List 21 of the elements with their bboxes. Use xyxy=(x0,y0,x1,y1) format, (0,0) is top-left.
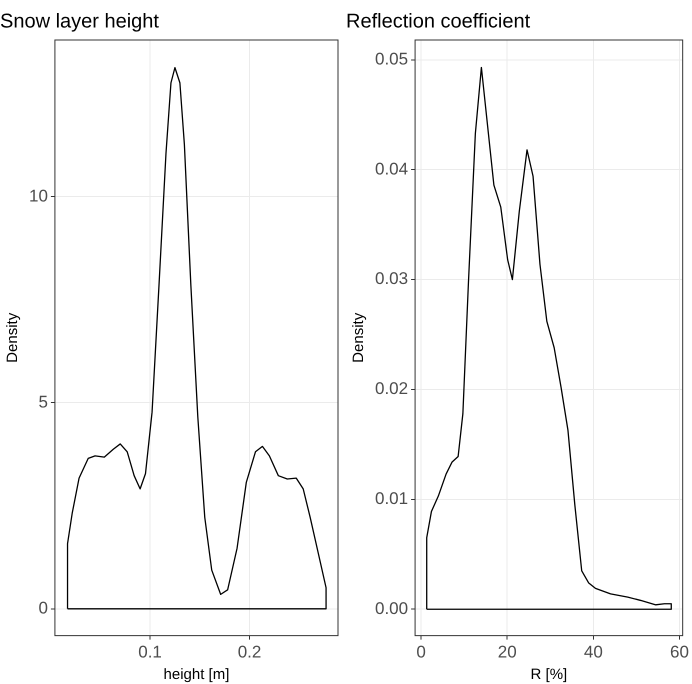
x-tick-label: 0 xyxy=(416,642,426,662)
y-tick-label: 0.03 xyxy=(374,269,408,288)
y-axis-title: Density xyxy=(4,312,22,363)
y-tick-label: 0.00 xyxy=(374,598,408,618)
chart-title: Snow layer height xyxy=(0,10,160,33)
x-tick-label: 0.2 xyxy=(238,642,262,662)
y-axis-title: Density xyxy=(350,312,368,363)
x-tick-label: 40 xyxy=(584,642,603,662)
y-tick-label: 5 xyxy=(38,392,48,412)
y-tick-label: 0.01 xyxy=(374,489,408,508)
y-tick-label: 10 xyxy=(28,186,48,206)
x-tick-label: 60 xyxy=(670,642,689,662)
y-tick-label: 0.02 xyxy=(374,379,408,398)
x-tick-label: 20 xyxy=(498,642,517,662)
x-axis-title: height [m] xyxy=(164,666,230,684)
y-tick-label: 0 xyxy=(38,598,48,618)
x-axis-title: R [%] xyxy=(530,666,568,684)
x-tick-label: 0.1 xyxy=(138,642,162,662)
y-tick-label: 0.05 xyxy=(374,49,408,68)
y-tick-label: 0.04 xyxy=(374,159,408,178)
chart-title: Reflection coefficient xyxy=(346,10,531,33)
